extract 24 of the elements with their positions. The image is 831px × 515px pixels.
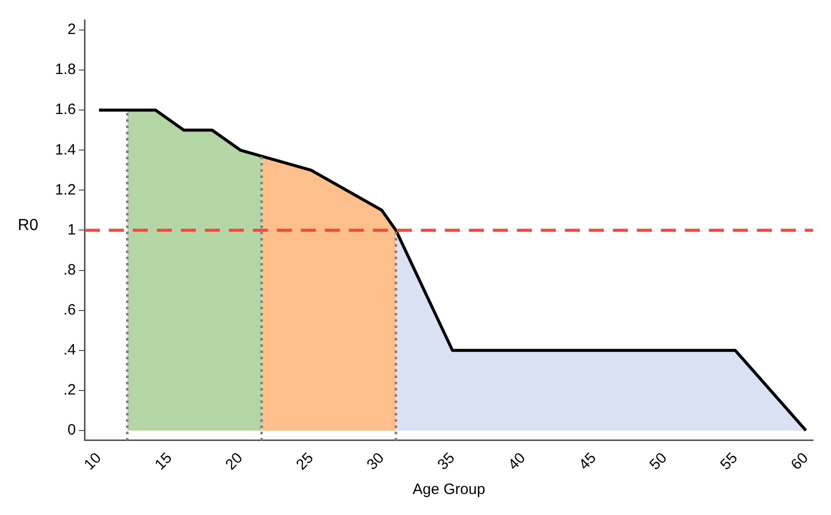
x-tick-label: 20 bbox=[222, 450, 246, 474]
x-tick-label: 35 bbox=[434, 450, 458, 474]
y-tick-label: 1.4 bbox=[54, 141, 76, 158]
y-tick-label: .4 bbox=[63, 342, 76, 359]
y-tick-label: 2 bbox=[68, 21, 76, 38]
y-tick-label: .8 bbox=[63, 261, 76, 278]
y-tick-label: 1 bbox=[68, 221, 76, 238]
x-tick-label: 25 bbox=[293, 450, 317, 474]
y-tick-label: 1.6 bbox=[54, 101, 76, 118]
x-tick-label: 30 bbox=[364, 450, 388, 474]
x-tick-label: 60 bbox=[788, 450, 812, 474]
x-tick-label: 50 bbox=[646, 450, 670, 474]
y-tick-label: 0 bbox=[68, 422, 76, 439]
x-axis-title: Age Group bbox=[412, 481, 486, 498]
x-tick-label: 10 bbox=[80, 450, 105, 474]
y-tick-label: .6 bbox=[63, 301, 76, 318]
x-tick-label: 15 bbox=[152, 450, 176, 474]
x-tick-label: 40 bbox=[505, 450, 529, 474]
x-tick-label: 45 bbox=[576, 450, 600, 474]
y-tick-label: 1.8 bbox=[54, 61, 76, 78]
y-axis-title: R0 bbox=[16, 216, 40, 234]
y-tick-label: 1.2 bbox=[54, 181, 76, 198]
y-tick-label: .2 bbox=[63, 382, 76, 399]
x-tick-label: 55 bbox=[717, 450, 741, 474]
